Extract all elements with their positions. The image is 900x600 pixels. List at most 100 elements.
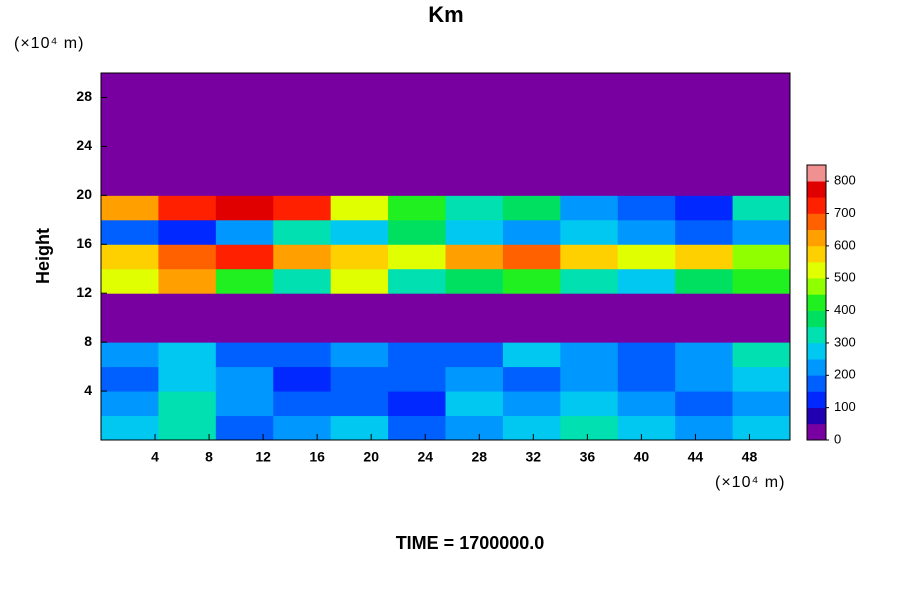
colorbar-tick-label: 300	[834, 334, 856, 349]
heat-cell	[445, 146, 504, 172]
heat-cell	[445, 195, 504, 221]
heat-cell	[675, 97, 734, 123]
y-tick-label: 12	[76, 284, 92, 300]
heat-cell	[273, 73, 332, 98]
x-tick-label: 8	[205, 449, 213, 465]
heat-cell	[388, 342, 446, 368]
heat-cell	[273, 195, 332, 221]
heat-cell	[101, 366, 159, 392]
heat-cell	[158, 268, 217, 294]
heat-cell	[732, 391, 791, 417]
heat-cell	[560, 317, 619, 343]
heat-cell	[101, 317, 159, 343]
heat-cell	[445, 391, 504, 417]
heat-cell	[273, 244, 332, 270]
heat-cell	[388, 195, 446, 221]
heat-cell	[388, 121, 446, 147]
heat-cell	[502, 366, 561, 392]
colorbar-segment	[807, 165, 826, 182]
heat-cell	[101, 219, 159, 245]
heat-cell	[560, 73, 619, 98]
y-tick-label: 4	[84, 382, 92, 398]
heat-cell	[388, 244, 446, 270]
heat-cell	[330, 391, 389, 417]
heat-cell	[675, 121, 734, 147]
heat-cell	[732, 268, 791, 294]
colorbar-segment	[807, 342, 826, 360]
heat-cell	[101, 146, 159, 172]
heat-cell	[388, 146, 446, 172]
heat-cell	[215, 415, 274, 441]
x-tick-label: 40	[634, 449, 650, 465]
heat-cell	[388, 73, 446, 98]
colorbar-tick-label: 800	[834, 173, 856, 188]
heat-cell	[732, 366, 791, 392]
x-tick-label: 4	[151, 449, 159, 465]
colorbar-segment	[807, 423, 826, 441]
heat-cell	[330, 195, 389, 221]
heat-cell	[330, 244, 389, 270]
heat-cell	[273, 146, 332, 172]
heat-cell	[445, 170, 504, 196]
heat-cell	[617, 121, 676, 147]
heat-cell	[617, 146, 676, 172]
heat-cell	[330, 97, 389, 123]
x-unit-label: (×10⁴ m)	[715, 474, 785, 491]
heat-cell	[158, 342, 217, 368]
heat-cell	[502, 391, 561, 417]
heat-cell	[617, 244, 676, 270]
heat-cell	[215, 195, 274, 221]
heat-cell	[158, 146, 217, 172]
heat-cell	[215, 170, 274, 196]
heat-cell	[273, 97, 332, 123]
heat-cell	[617, 293, 676, 319]
heat-cell	[732, 73, 791, 98]
heat-cell	[330, 146, 389, 172]
heat-cell	[560, 244, 619, 270]
heat-cell	[215, 73, 274, 98]
heat-cell	[215, 268, 274, 294]
heat-cell	[732, 97, 791, 123]
heat-cell	[502, 342, 561, 368]
heat-cell	[502, 195, 561, 221]
heat-cell	[445, 317, 504, 343]
colorbar-segment	[807, 181, 826, 198]
heat-cell	[445, 415, 504, 441]
heat-cell	[617, 317, 676, 343]
heat-cell	[445, 366, 504, 392]
y-axis-label: Height	[33, 228, 53, 284]
heat-cell	[101, 415, 159, 441]
heat-cell	[560, 195, 619, 221]
colorbar-segment	[807, 326, 826, 344]
heat-cell	[560, 268, 619, 294]
heat-cell	[732, 342, 791, 368]
y-tick-label: 16	[76, 235, 92, 251]
heat-cell	[273, 170, 332, 196]
heat-cell	[445, 73, 504, 98]
heat-cell	[101, 293, 159, 319]
heat-cell	[101, 391, 159, 417]
heat-cell	[675, 317, 734, 343]
heat-cell	[617, 415, 676, 441]
heat-cell	[101, 170, 159, 196]
heat-cell	[560, 293, 619, 319]
colorbar-tick-label: 0	[834, 431, 841, 446]
heat-cell	[330, 219, 389, 245]
heat-cell	[617, 219, 676, 245]
heat-cell	[675, 73, 734, 98]
heat-cell	[330, 170, 389, 196]
y-unit-label: (×10⁴ m)	[14, 35, 84, 52]
heat-cell	[273, 268, 332, 294]
colorbar-tick-label: 700	[834, 205, 856, 220]
heat-cell	[560, 342, 619, 368]
heat-cell	[215, 366, 274, 392]
heat-cell	[158, 121, 217, 147]
heat-cell	[675, 391, 734, 417]
y-tick-label: 24	[76, 137, 92, 153]
heat-cell	[273, 317, 332, 343]
heat-cell	[675, 293, 734, 319]
heat-cell	[502, 244, 561, 270]
heat-cell	[273, 366, 332, 392]
heat-cell	[330, 121, 389, 147]
heat-cell	[273, 391, 332, 417]
